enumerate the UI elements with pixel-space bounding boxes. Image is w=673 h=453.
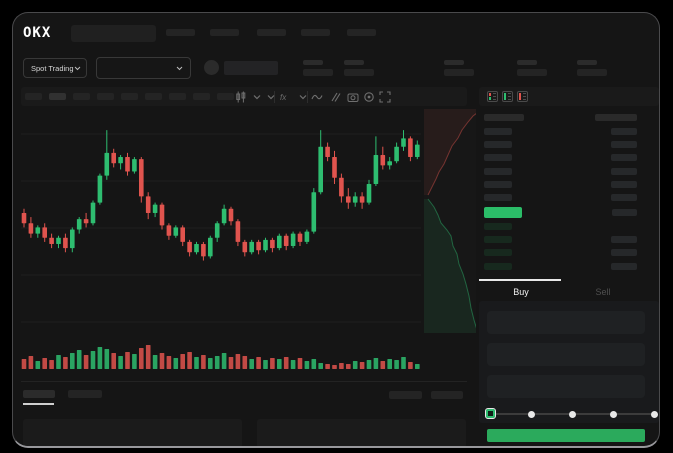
bid-price-bar[interactable]: [484, 223, 512, 230]
nav-item[interactable]: [210, 29, 239, 36]
ask-amount-bar: [611, 154, 637, 161]
ticker-stat-label: [577, 60, 597, 65]
ticker-stat-label: [344, 60, 364, 65]
ask-price-bar[interactable]: [484, 181, 512, 188]
price-input[interactable]: [487, 311, 645, 334]
bid-amount-bar: [611, 263, 637, 270]
book-both-icon[interactable]: [487, 91, 498, 102]
chevron-down-icon: [176, 66, 183, 71]
ask-amount-bar: [611, 168, 637, 175]
ask-price-bar[interactable]: [484, 141, 512, 148]
toolbar-separator: [307, 91, 308, 103]
bottom-tab-history[interactable]: [68, 390, 102, 398]
okx-logo: OKX: [23, 25, 52, 41]
svg-text:fx: fx: [280, 93, 287, 102]
slider-stop-dot[interactable]: [528, 410, 536, 418]
active-tab-indicator: [479, 279, 561, 281]
ticker-stat-label: [303, 60, 323, 65]
timeframe-button[interactable]: [169, 93, 186, 100]
ask-price-bar[interactable]: [484, 194, 512, 201]
fullscreen-icon[interactable]: [379, 91, 391, 103]
pair-selector-dropdown[interactable]: [96, 57, 191, 79]
bid-price-bar[interactable]: [484, 236, 512, 243]
bid-amount-bar: [611, 249, 637, 256]
bid-price-bar[interactable]: [484, 249, 512, 256]
indicator-fx-icon[interactable]: fx: [279, 91, 291, 103]
timeframe-button[interactable]: [193, 93, 210, 100]
market-type-label: Spot Trading: [31, 63, 74, 73]
toolbar-separator: [274, 91, 275, 103]
bottom-action-button[interactable]: [389, 391, 422, 399]
pair-name-placeholder: [224, 61, 278, 75]
chevron-down-icon[interactable]: [265, 91, 277, 103]
ticker-stat-value: [444, 69, 474, 76]
book-bids-icon[interactable]: [502, 91, 513, 102]
book-asks-icon[interactable]: [517, 91, 528, 102]
ask-amount-bar: [611, 194, 637, 201]
bid-amount-bar: [611, 236, 637, 243]
ticker-stat-value: [577, 69, 607, 76]
orderbook-amount-header: [595, 114, 637, 121]
bottom-active-tab-underline: [23, 403, 54, 405]
settings-gear-icon[interactable]: [363, 91, 375, 103]
chevron-down-icon[interactable]: [297, 91, 309, 103]
candlestick-style-icon[interactable]: [235, 91, 247, 103]
tab-buy[interactable]: Buy: [513, 287, 529, 297]
timeframe-button[interactable]: [25, 93, 42, 100]
chevron-down-icon: [74, 66, 81, 71]
open-orders-panel: [23, 419, 242, 446]
pair-icon-avatar: [204, 60, 219, 75]
slider-stop-dot[interactable]: [609, 410, 617, 418]
last-price-amount-bar: [612, 209, 637, 216]
ticker-stat-label: [444, 60, 464, 65]
ask-amount-bar: [611, 181, 637, 188]
nav-item[interactable]: [301, 29, 330, 36]
timeframe-button[interactable]: [97, 93, 114, 100]
compare-icon[interactable]: [329, 91, 341, 103]
ticker-stat-value: [303, 69, 333, 76]
line-tools-icon[interactable]: [311, 91, 323, 103]
timeframe-button[interactable]: [49, 93, 66, 100]
app-window: OKX Spot Trading fx: [12, 12, 660, 448]
camera-icon[interactable]: [347, 91, 359, 103]
ask-price-bar[interactable]: [484, 154, 512, 161]
timeframe-button[interactable]: [121, 93, 138, 100]
last-price-highlight[interactable]: [484, 207, 522, 218]
ask-price-bar[interactable]: [484, 168, 512, 175]
ticker-stat-label: [517, 60, 537, 65]
nav-item[interactable]: [257, 29, 286, 36]
orderbook-price-header: [484, 114, 524, 121]
buy-submit-button[interactable]: [487, 429, 645, 442]
amount-input[interactable]: [487, 343, 645, 366]
market-type-dropdown[interactable]: Spot Trading: [23, 58, 87, 78]
chevron-down-icon[interactable]: [251, 91, 263, 103]
slider-handle[interactable]: [485, 408, 496, 419]
ask-price-bar[interactable]: [484, 128, 512, 135]
timeframe-button[interactable]: [73, 93, 90, 100]
candlestick-chart[interactable]: [21, 109, 476, 379]
slider-stop-dot[interactable]: [650, 410, 658, 418]
nav-item[interactable]: [347, 29, 376, 36]
ask-amount-bar: [611, 141, 637, 148]
total-input[interactable]: [487, 375, 645, 398]
bottom-tab-orders[interactable]: [23, 390, 55, 398]
ticker-stat-value: [517, 69, 547, 76]
tab-sell[interactable]: Sell: [595, 287, 611, 297]
slider-stop-dot[interactable]: [569, 410, 576, 418]
bid-price-bar[interactable]: [484, 263, 512, 270]
ask-amount-bar: [611, 128, 637, 135]
ticker-stat-value: [344, 69, 374, 76]
bottom-divider: [21, 381, 467, 382]
timeframe-button[interactable]: [217, 93, 234, 100]
bottom-action-button[interactable]: [431, 391, 463, 399]
timeframe-button[interactable]: [145, 93, 162, 100]
order-history-panel: [257, 419, 466, 446]
nav-search-box[interactable]: [71, 25, 156, 42]
nav-item[interactable]: [166, 29, 195, 36]
